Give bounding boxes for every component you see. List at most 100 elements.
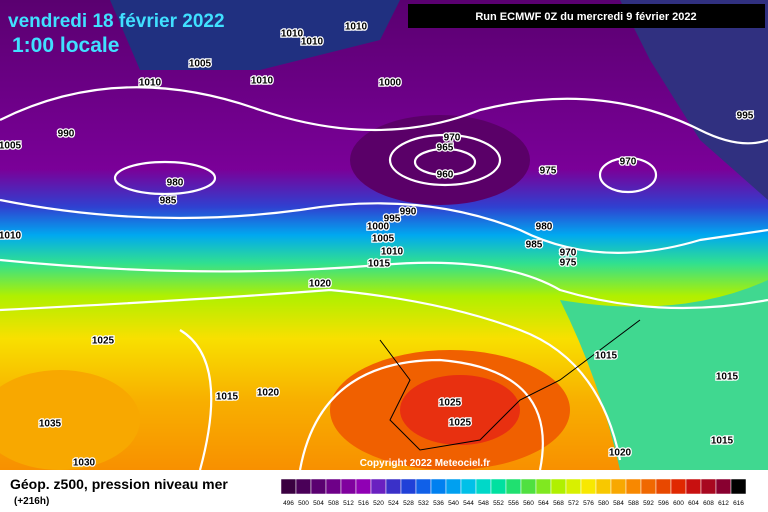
scale-swatch bbox=[505, 478, 522, 495]
scale-label: 548 bbox=[478, 500, 489, 507]
scale-label: 512 bbox=[343, 500, 354, 507]
scale-swatch bbox=[430, 478, 447, 495]
scale-label: 528 bbox=[403, 500, 414, 507]
scale-swatch bbox=[610, 478, 627, 495]
scale-swatch bbox=[715, 478, 732, 495]
scale-label: 508 bbox=[328, 500, 339, 507]
scale-swatch bbox=[625, 478, 642, 495]
scale-label: 560 bbox=[523, 500, 534, 507]
time: 1:00 locale bbox=[12, 34, 119, 57]
isobar bbox=[113, 160, 217, 196]
isobar-label: 1015 bbox=[216, 392, 239, 403]
isobar-label: 995 bbox=[737, 111, 754, 122]
scale-swatch bbox=[580, 478, 597, 495]
scale-label: 500 bbox=[298, 500, 309, 507]
isobar-label: 970 bbox=[560, 248, 577, 259]
isobar-label: 1010 bbox=[301, 37, 324, 48]
isobar-label: 985 bbox=[526, 240, 543, 251]
isobar-label: 1010 bbox=[139, 78, 162, 89]
scale-swatch bbox=[415, 478, 432, 495]
scale-label: 524 bbox=[388, 500, 399, 507]
scale-swatch bbox=[730, 478, 747, 495]
isobar-label: 1030 bbox=[73, 458, 96, 469]
isobar-label: 985 bbox=[160, 196, 177, 207]
run-box bbox=[408, 4, 765, 28]
scale-label: 584 bbox=[613, 500, 624, 507]
scale-label: 600 bbox=[673, 500, 684, 507]
scale-swatch bbox=[565, 478, 582, 495]
isobar-label: 1010 bbox=[281, 29, 304, 40]
isobar-label: 1005 bbox=[189, 59, 212, 70]
isobar-label: 1000 bbox=[367, 222, 390, 233]
scale-swatch bbox=[655, 478, 672, 495]
isobar-label: 980 bbox=[536, 222, 553, 233]
scale-label: 612 bbox=[718, 500, 729, 507]
scale-label: 568 bbox=[553, 500, 564, 507]
scale-swatch bbox=[355, 478, 372, 495]
isobar bbox=[298, 358, 544, 471]
isobar-label: 990 bbox=[400, 207, 417, 218]
scale-label: 516 bbox=[358, 500, 369, 507]
scale-label: 572 bbox=[568, 500, 579, 507]
scale-label: 616 bbox=[733, 500, 744, 507]
isobar-label: 980 bbox=[167, 178, 184, 189]
isobar-label: 990 bbox=[58, 129, 75, 140]
scale-label: 496 bbox=[283, 500, 294, 507]
isobar-label: 1015 bbox=[595, 351, 618, 362]
isobar-label: 1025 bbox=[439, 398, 462, 409]
isobar-label: 1015 bbox=[368, 259, 391, 270]
scale-swatch bbox=[295, 478, 312, 495]
isobar-label: 975 bbox=[560, 258, 577, 269]
isobar-label: 960 bbox=[437, 170, 454, 181]
isobar-label: 970 bbox=[620, 157, 637, 168]
isobar bbox=[0, 198, 768, 254]
scale-label: 596 bbox=[658, 500, 669, 507]
scale-swatch bbox=[475, 478, 492, 495]
scale-label: 540 bbox=[448, 500, 459, 507]
isobar-label: 1035 bbox=[39, 419, 62, 430]
scale-swatch bbox=[670, 478, 687, 495]
field-patch bbox=[400, 375, 520, 445]
scale-swatch bbox=[700, 478, 717, 495]
field-patch bbox=[0, 370, 140, 470]
isobar-label: 1020 bbox=[257, 388, 280, 399]
field-patch bbox=[620, 0, 768, 200]
scale-label: 604 bbox=[688, 500, 699, 507]
scale-swatch bbox=[340, 478, 357, 495]
isobar-label: 975 bbox=[540, 166, 557, 177]
scale-label: 536 bbox=[433, 500, 444, 507]
scale-label: 588 bbox=[628, 500, 639, 507]
isobar bbox=[0, 258, 768, 310]
isobar-label: 1025 bbox=[92, 336, 115, 347]
scale-label: 556 bbox=[508, 500, 519, 507]
scale-label: 608 bbox=[703, 500, 714, 507]
isobar-label: 1020 bbox=[609, 448, 632, 459]
copyright: Copyright 2022 Meteociel.fr bbox=[360, 458, 491, 469]
isobar-label: 995 bbox=[384, 214, 401, 225]
isobar bbox=[388, 133, 502, 187]
lead-time: (+216h) bbox=[14, 496, 49, 507]
isobar-label: 1005 bbox=[0, 141, 22, 152]
scale-swatch bbox=[445, 478, 462, 495]
isobar-label: 1010 bbox=[251, 76, 274, 87]
caption: Géop. z500, pression niveau mer bbox=[10, 476, 228, 492]
scale-swatch bbox=[550, 478, 567, 495]
isobar-label: 1015 bbox=[716, 372, 739, 383]
isobar-label: 1010 bbox=[0, 231, 22, 242]
coastline bbox=[379, 319, 641, 451]
isobar bbox=[413, 147, 477, 177]
scale-swatch bbox=[310, 478, 327, 495]
scale-label: 544 bbox=[463, 500, 474, 507]
isobar-label: 965 bbox=[437, 143, 454, 154]
scale-label: 580 bbox=[598, 500, 609, 507]
scale-swatch bbox=[460, 478, 477, 495]
field-patch bbox=[350, 115, 530, 205]
isobar-label: 1010 bbox=[345, 22, 368, 33]
scale-swatch bbox=[370, 478, 387, 495]
scale-label: 532 bbox=[418, 500, 429, 507]
scale-swatch bbox=[595, 478, 612, 495]
scale-swatch bbox=[280, 478, 297, 495]
scale-label: 564 bbox=[538, 500, 549, 507]
